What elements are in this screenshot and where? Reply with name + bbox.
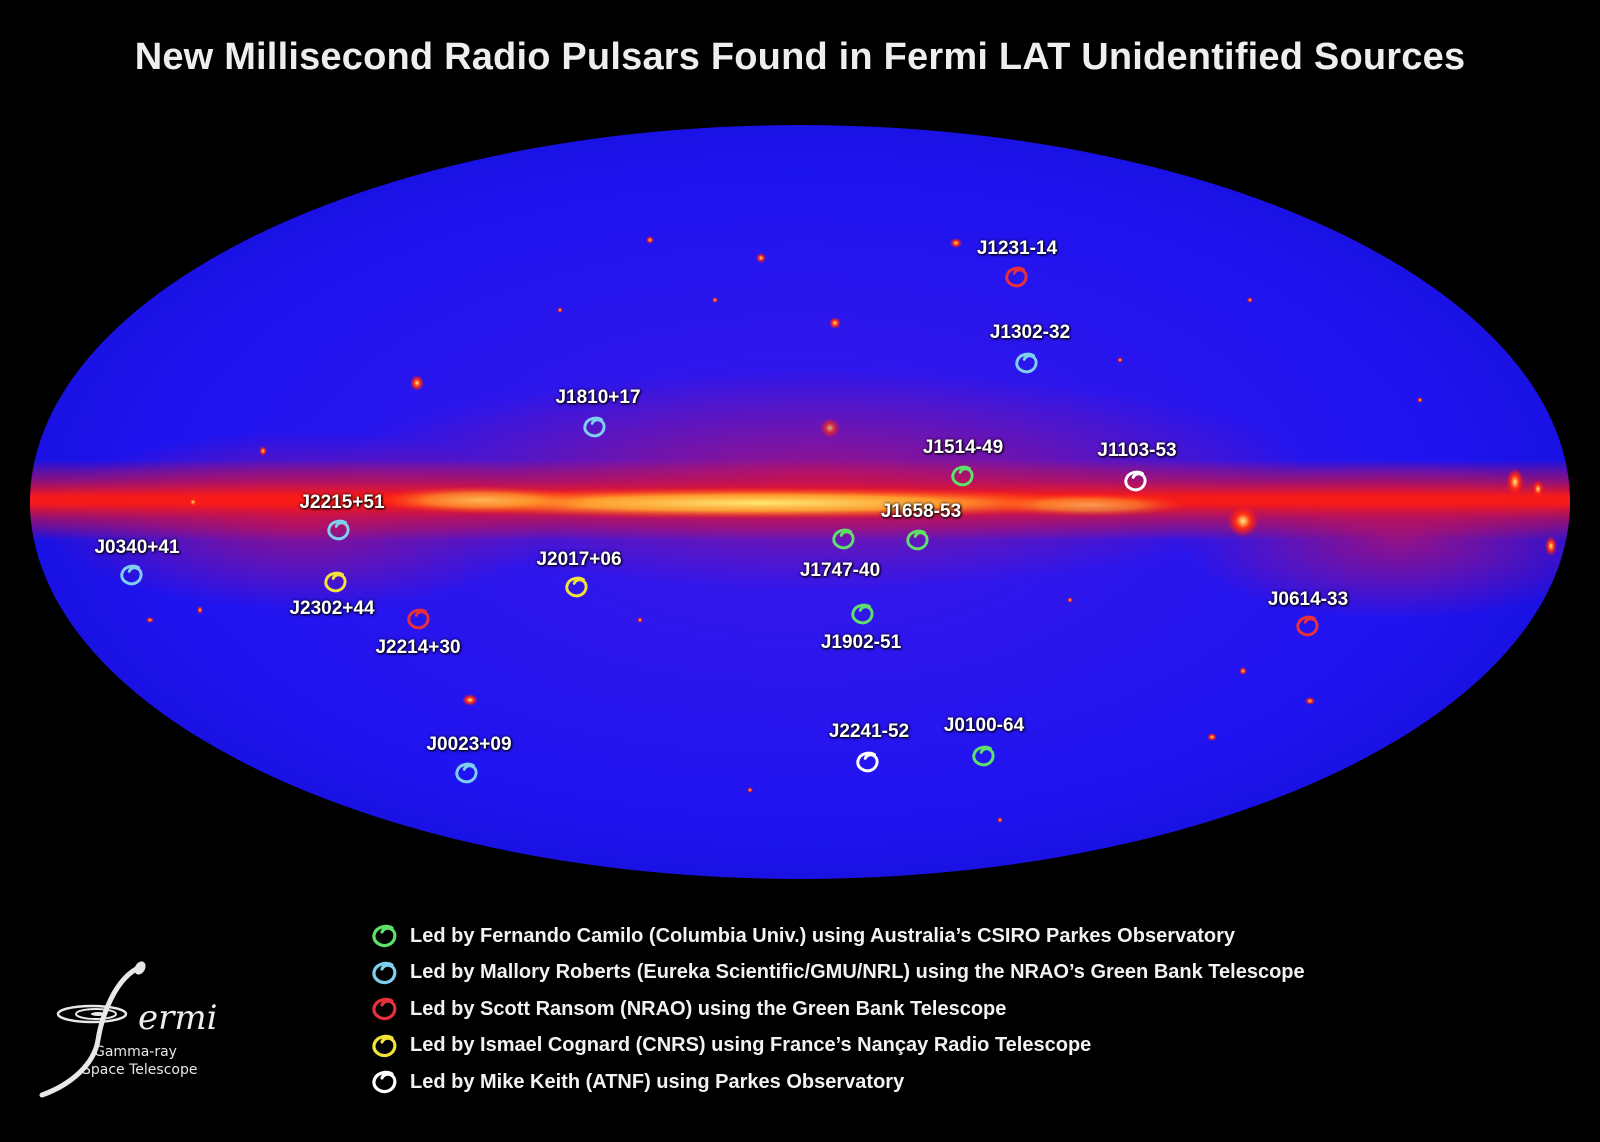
logo-wordmark: ermi xyxy=(138,998,218,1038)
logo-subtitle-line2: Space Telescope xyxy=(82,1062,198,1078)
pulsar-label: J1302-32 xyxy=(989,322,1071,343)
legend-item-cognard: Led by Ismael Cognard (CNRS) using Franc… xyxy=(370,1028,1305,1065)
legend-text: Led by Ismael Cognard (CNRS) using Franc… xyxy=(410,1034,1092,1057)
ransom-ring-icon xyxy=(407,608,430,630)
keith-ring-icon xyxy=(856,751,879,773)
pulsar-label: J1658-53 xyxy=(880,501,962,522)
camilo-ring-icon xyxy=(906,529,929,551)
legend-item-camilo: Led by Fernando Camilo (Columbia Univ.) … xyxy=(370,918,1305,955)
legend-item-keith: Led by Mike Keith (ATNF) using Parkes Ob… xyxy=(370,1064,1305,1101)
legend-item-roberts: Led by Mallory Roberts (Eureka Scientifi… xyxy=(370,955,1305,992)
pulsar-label: J2215+51 xyxy=(299,492,385,513)
pulsar-label: J1747-40 xyxy=(799,560,881,581)
keith-ring-icon xyxy=(1124,470,1147,492)
pulsar-label: J0614-33 xyxy=(1267,589,1349,610)
roberts-ring-icon xyxy=(455,762,478,784)
camilo-ring-icon xyxy=(851,603,874,625)
pulsar-label: J1103-53 xyxy=(1097,440,1177,461)
legend-item-ransom: Led by Scott Ransom (NRAO) using the Gre… xyxy=(370,991,1305,1028)
green-ring-icon xyxy=(372,925,397,948)
cognard-ring-icon xyxy=(565,576,588,598)
pulsar-label: J1514-49 xyxy=(922,437,1004,458)
pulsar-label: J2302+44 xyxy=(289,598,375,619)
pulsar-label: J1231-14 xyxy=(976,238,1058,259)
roberts-ring-icon xyxy=(1015,352,1038,374)
logo-subtitle-line1: Gamma-ray xyxy=(94,1044,177,1060)
legend-text: Led by Fernando Camilo (Columbia Univ.) … xyxy=(410,924,1235,947)
fermi-swoosh-icon xyxy=(39,961,146,1098)
yellow-ring-icon xyxy=(372,1034,397,1057)
pulsar-label: J2241-52 xyxy=(828,721,910,742)
camilo-ring-icon xyxy=(832,528,855,550)
legend-text: Led by Scott Ransom (NRAO) using the Gre… xyxy=(410,997,1007,1020)
red-ring-icon xyxy=(372,998,397,1021)
roberts-ring-icon xyxy=(120,564,143,586)
pulsar-label: J0100-64 xyxy=(943,715,1025,736)
pulsar-label: J1810+17 xyxy=(555,387,641,408)
legend: Led by Fernando Camilo (Columbia Univ.) … xyxy=(370,918,1305,1101)
pulsar-label: J1902-51 xyxy=(820,632,902,653)
pulsar-label: J0023+09 xyxy=(426,734,512,755)
white-ring-icon xyxy=(372,1071,397,1094)
roberts-ring-icon xyxy=(327,519,350,541)
legend-text: Led by Mallory Roberts (Eureka Scientifi… xyxy=(410,961,1305,984)
pulsar-label: J0340+41 xyxy=(94,537,180,558)
cyan-ring-icon xyxy=(372,961,397,984)
cognard-ring-icon xyxy=(324,571,347,593)
fermi-logo: ermi Gamma-ray Space Telescope xyxy=(30,960,220,1100)
pulsar-label: J2214+30 xyxy=(375,637,461,658)
roberts-ring-icon xyxy=(583,416,606,438)
camilo-ring-icon xyxy=(951,465,974,487)
pulsar-label: J2017+06 xyxy=(536,549,622,570)
camilo-ring-icon xyxy=(972,745,995,767)
ransom-ring-icon xyxy=(1005,266,1028,288)
page-title: New Millisecond Radio Pulsars Found in F… xyxy=(134,36,1466,78)
legend-text: Led by Mike Keith (ATNF) using Parkes Ob… xyxy=(410,1070,905,1093)
ransom-ring-icon xyxy=(1296,615,1319,637)
